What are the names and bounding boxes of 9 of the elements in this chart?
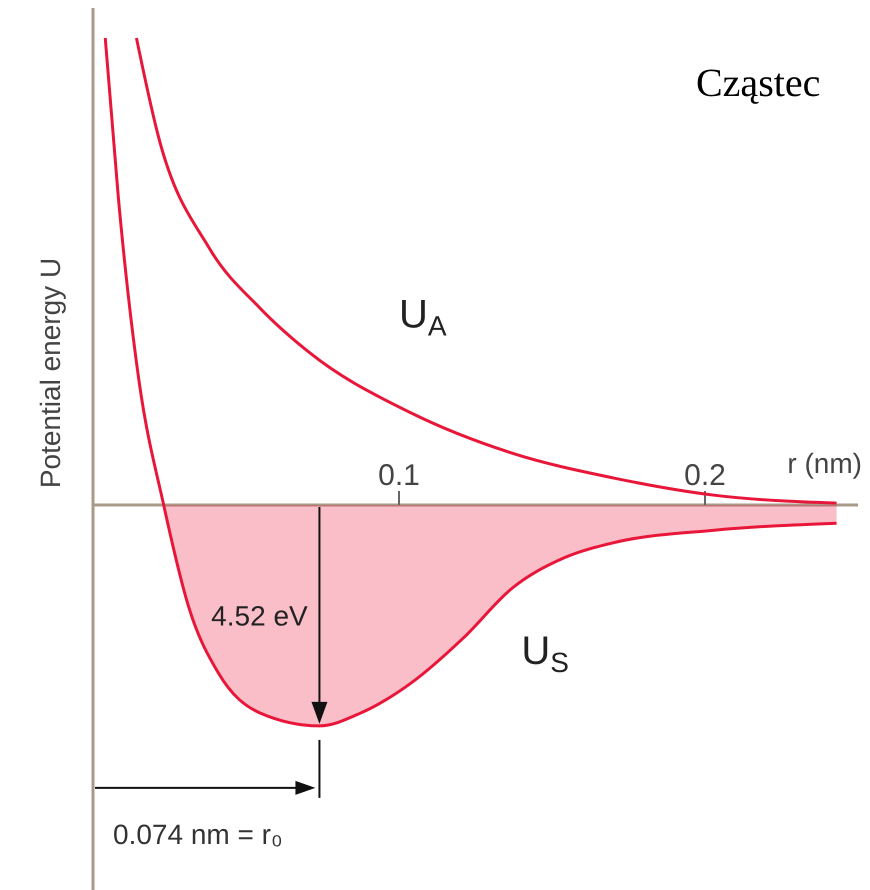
text: 0.074 nm = r₀ bbox=[113, 818, 283, 850]
series-label: U$_{S}$ bbox=[521, 628, 569, 678]
series-label: U$_{A}$ bbox=[399, 292, 447, 342]
x-tick-label: 0.1 bbox=[378, 459, 420, 492]
text: Cząstec bbox=[696, 60, 820, 105]
y-axis-title: Potential energy U bbox=[35, 258, 66, 488]
annotation: 4.52 eV bbox=[211, 600, 308, 632]
x-axis-title: r (nm) bbox=[787, 448, 862, 479]
x-tick-label: 0.2 bbox=[684, 459, 726, 492]
